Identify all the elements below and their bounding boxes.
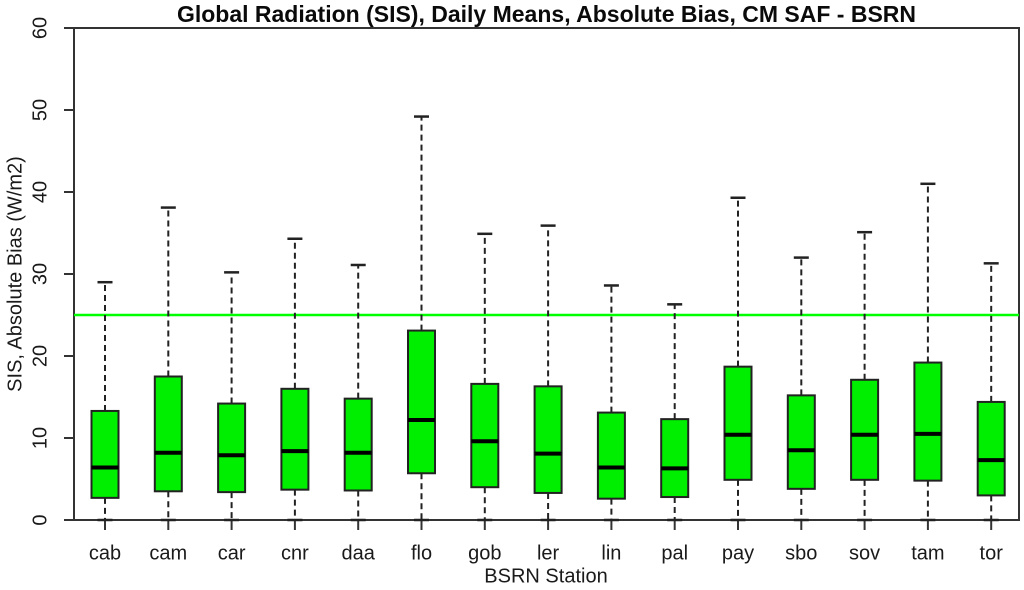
x-tick-label-pay: pay (721, 542, 755, 565)
boxplot-cam (153, 206, 183, 522)
boxplot-cnr (280, 237, 310, 522)
boxplot-lin (596, 284, 626, 522)
iqr-box (407, 329, 436, 475)
iqr-box (786, 394, 816, 490)
y-tick-label: 60 (29, 16, 52, 40)
x-tick-label-cab: cab (88, 542, 122, 565)
boxplot-tor (976, 262, 1006, 522)
x-tick-label-gob: gob (468, 542, 502, 565)
boxplot-cab (90, 280, 120, 522)
iqr-box (90, 409, 120, 499)
boxplot-pay (723, 196, 753, 522)
y-tick-label: 50 (29, 98, 52, 122)
x-tick-label-daa: daa (341, 542, 375, 565)
x-tick-label-tor: tor (979, 542, 1003, 565)
iqr-box (913, 361, 943, 482)
iqr-box (280, 387, 310, 491)
y-tick-label: 10 (29, 426, 52, 450)
iqr-box (723, 365, 753, 481)
iqr-box (533, 385, 563, 494)
x-axis-title: BSRN Station (484, 565, 608, 588)
boxplot-car (217, 271, 247, 522)
iqr-box (343, 397, 373, 492)
y-tick-label: 0 (29, 514, 52, 526)
x-tick-label-sov: sov (849, 542, 881, 565)
iqr-box (850, 378, 880, 481)
x-tick-label-cam: cam (149, 542, 188, 565)
boxplot-daa (343, 263, 373, 522)
boxplot-tam (913, 182, 943, 522)
iqr-box (976, 400, 1006, 497)
iqr-box (596, 411, 626, 500)
x-tick-label-cnr: cnr (280, 542, 309, 565)
iqr-box (660, 418, 690, 499)
iqr-box (470, 382, 500, 489)
x-tick-label-tam: tam (911, 542, 945, 565)
x-tick-label-lin: lin (601, 542, 622, 565)
x-tick-label-sbo: sbo (785, 542, 818, 565)
x-tick-label-car: car (217, 542, 246, 565)
boxplot-gob (470, 232, 500, 522)
boxplot-flo (407, 115, 436, 522)
boxplot-sbo (786, 256, 816, 522)
y-tick-label: 20 (29, 344, 52, 368)
iqr-box (217, 402, 247, 494)
iqr-box (153, 375, 183, 493)
x-tick-label-ler: ler (536, 542, 560, 565)
boxplot-ler (533, 224, 563, 522)
boxplot-pal (660, 303, 690, 522)
y-tick-label: 40 (29, 180, 52, 204)
chart-title: Global Radiation (SIS), Daily Means, Abs… (176, 1, 917, 27)
boxplot-sov (850, 230, 880, 522)
x-tick-label-pal: pal (661, 542, 689, 565)
x-tick-label-flo: flo (410, 542, 433, 565)
y-tick-label: 30 (29, 262, 52, 286)
